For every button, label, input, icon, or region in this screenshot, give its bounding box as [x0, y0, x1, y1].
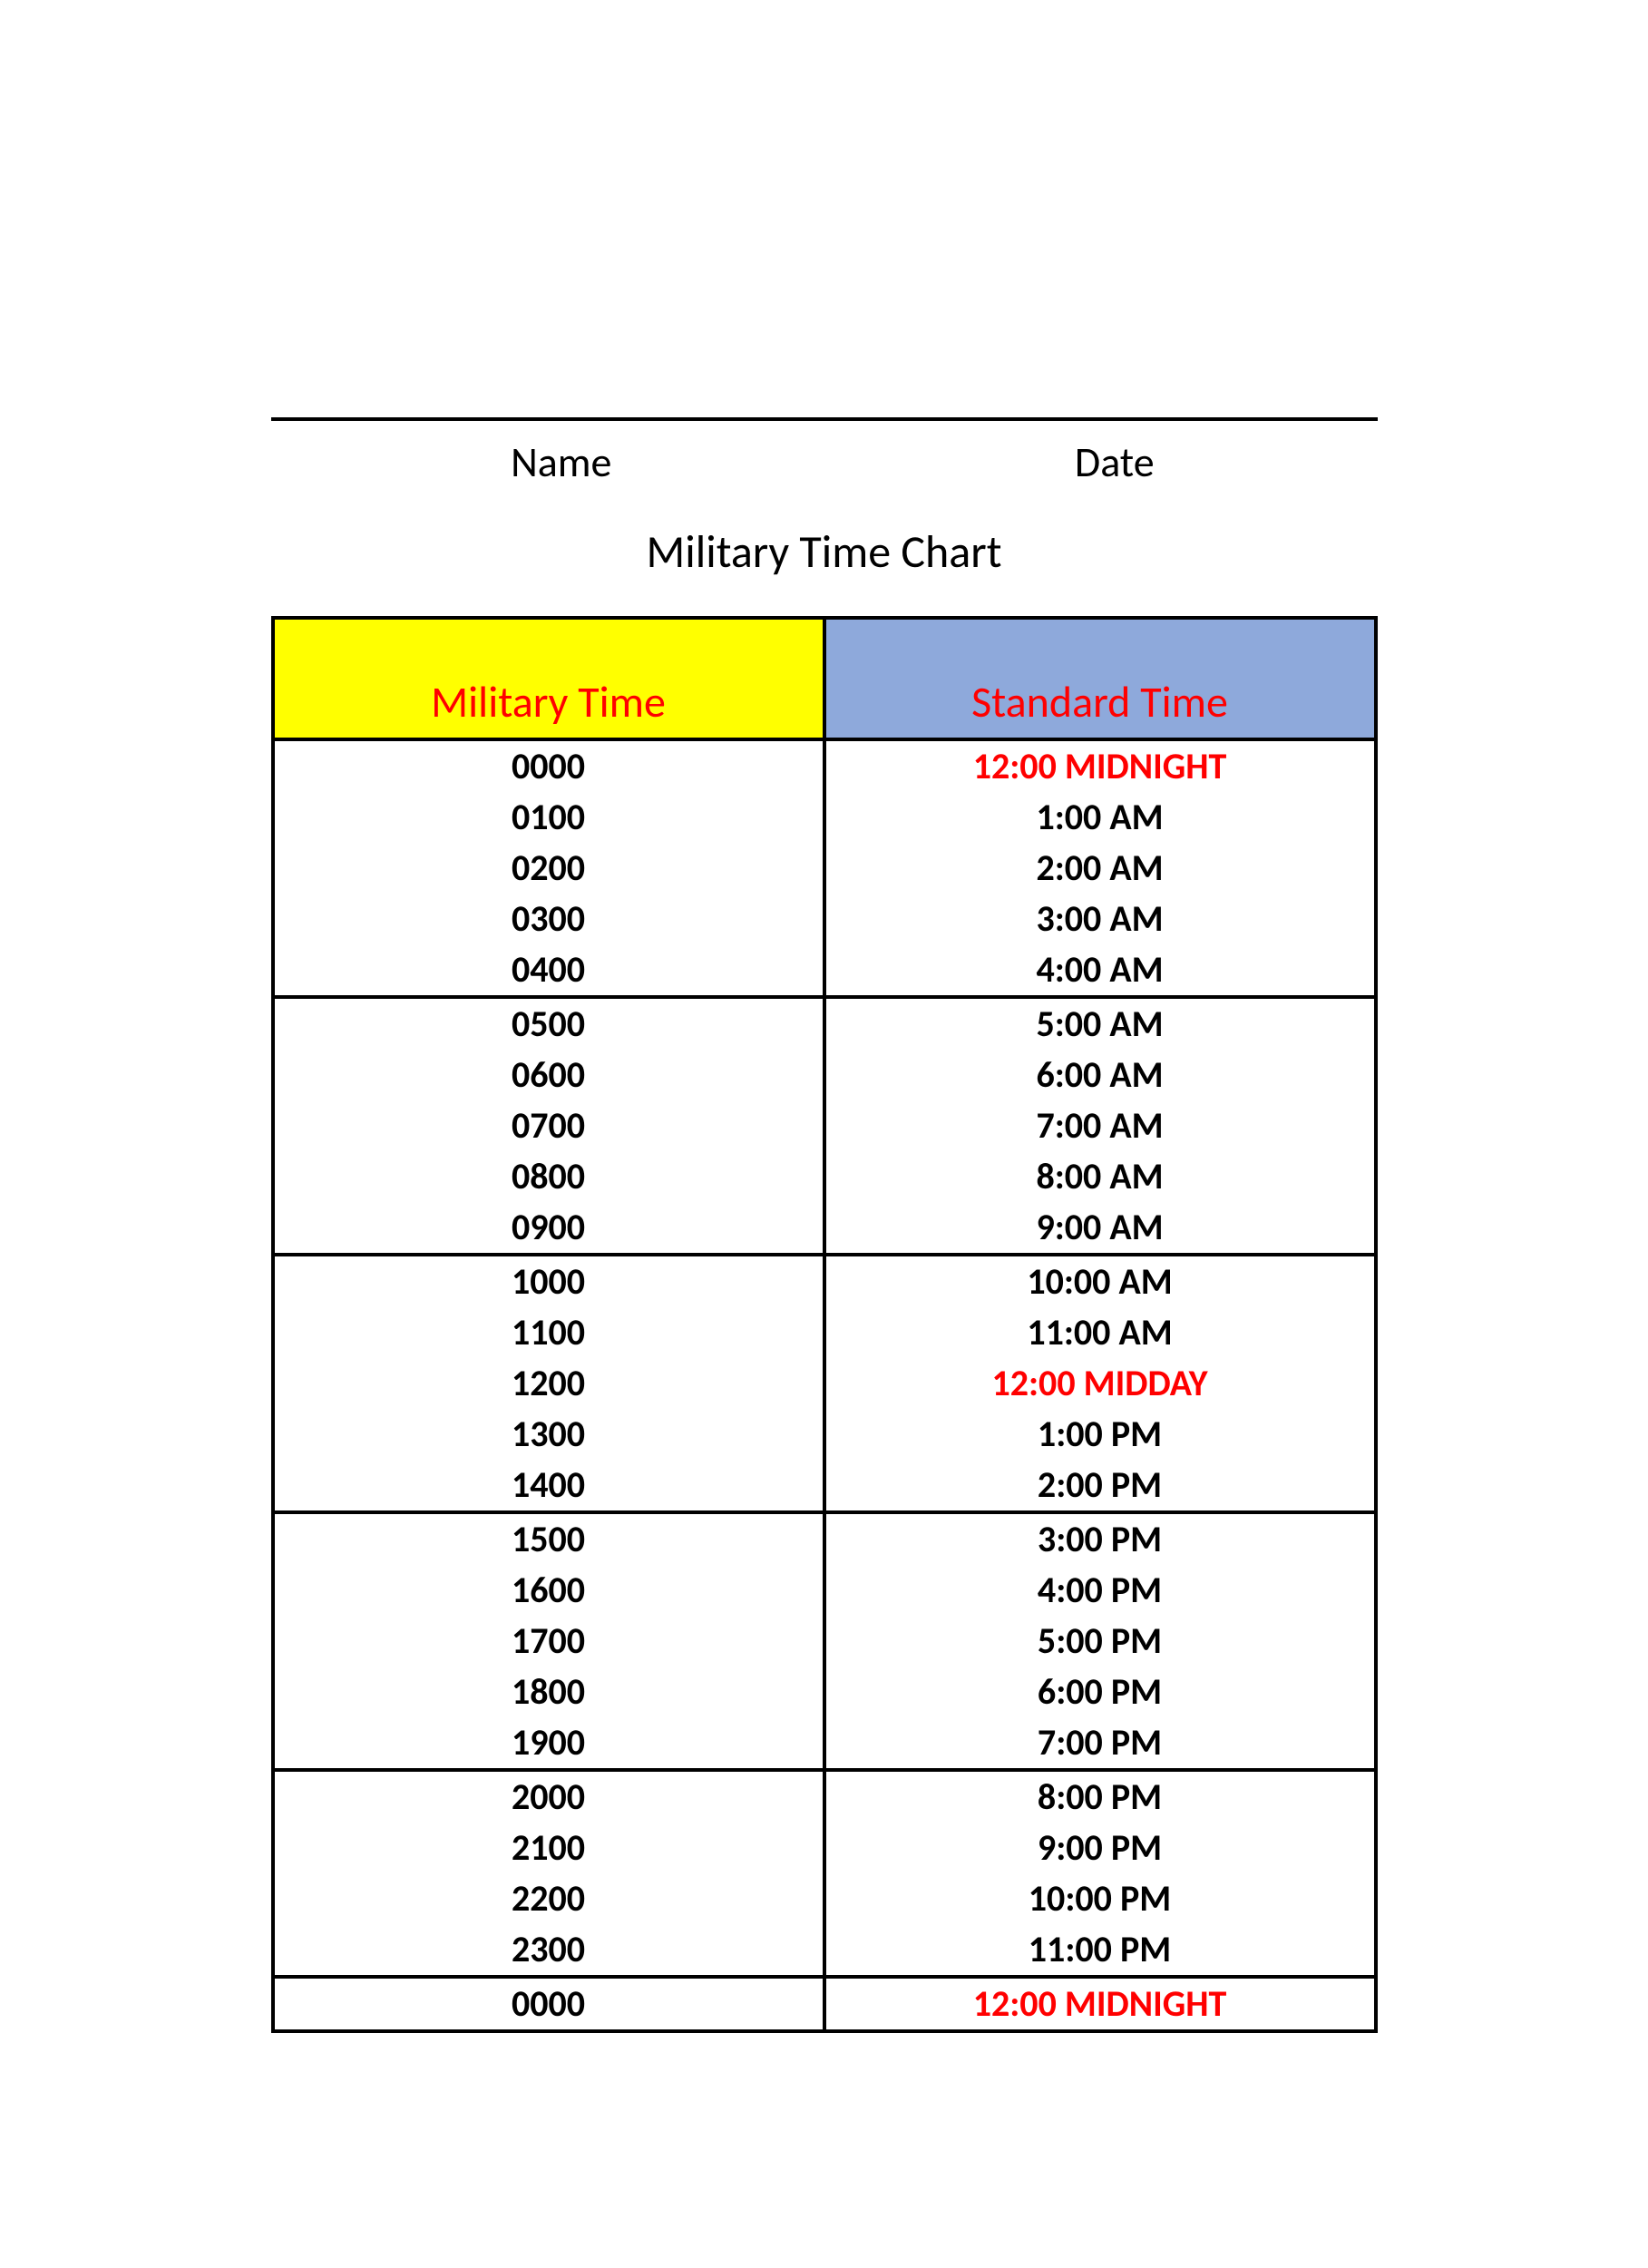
- table-row: 100010:00 AM: [273, 1255, 1376, 1307]
- cell-military-time: 2000: [273, 1770, 824, 1823]
- header-military-time: Military Time: [273, 618, 824, 739]
- page: Name Date Military Time Chart Military T…: [0, 0, 1648, 2268]
- cell-military-time: 0600: [273, 1050, 824, 1100]
- cell-military-time: 1600: [273, 1565, 824, 1616]
- table-row: 09009:00 AM: [273, 1202, 1376, 1255]
- cell-standard-time: 12:00 MIDDAY: [824, 1358, 1376, 1409]
- cell-military-time: 2100: [273, 1823, 824, 1873]
- table-row: 16004:00 PM: [273, 1565, 1376, 1616]
- cell-military-time: 1500: [273, 1512, 824, 1565]
- cell-standard-time: 1:00 PM: [824, 1409, 1376, 1460]
- table-row: 06006:00 AM: [273, 1050, 1376, 1100]
- cell-military-time: 0900: [273, 1202, 824, 1255]
- table-row: 14002:00 PM: [273, 1460, 1376, 1512]
- name-label: Name: [271, 437, 853, 488]
- table-row: 230011:00 PM: [273, 1924, 1376, 1977]
- cell-military-time: 0800: [273, 1151, 824, 1202]
- table-row: 05005:00 AM: [273, 997, 1376, 1050]
- cell-military-time: 0500: [273, 997, 824, 1050]
- cell-standard-time: 8:00 AM: [824, 1151, 1376, 1202]
- content-area: Name Date Military Time Chart Military T…: [271, 417, 1378, 2033]
- cell-military-time: 1800: [273, 1667, 824, 1717]
- cell-standard-time: 4:00 PM: [824, 1565, 1376, 1616]
- cell-military-time: 1900: [273, 1717, 824, 1770]
- cell-standard-time: 7:00 PM: [824, 1717, 1376, 1770]
- cell-military-time: 1100: [273, 1307, 824, 1358]
- cell-standard-time: 6:00 AM: [824, 1050, 1376, 1100]
- cell-military-time: 0000: [273, 739, 824, 792]
- cell-standard-time: 11:00 PM: [824, 1924, 1376, 1977]
- cell-military-time: 0300: [273, 894, 824, 944]
- table-row: 21009:00 PM: [273, 1823, 1376, 1873]
- table-body: 000012:00 MIDNIGHT01001:00 AM02002:00 AM…: [273, 739, 1376, 2031]
- cell-standard-time: 8:00 PM: [824, 1770, 1376, 1823]
- meta-row: Name Date: [271, 437, 1378, 488]
- page-title: Military Time Chart: [271, 524, 1378, 580]
- cell-standard-time: 11:00 AM: [824, 1307, 1376, 1358]
- cell-standard-time: 4:00 AM: [824, 944, 1376, 997]
- table-row: 120012:00 MIDDAY: [273, 1358, 1376, 1409]
- cell-military-time: 1200: [273, 1358, 824, 1409]
- cell-standard-time: 3:00 PM: [824, 1512, 1376, 1565]
- cell-standard-time: 2:00 PM: [824, 1460, 1376, 1512]
- cell-military-time: 0200: [273, 843, 824, 894]
- table-row: 13001:00 PM: [273, 1409, 1376, 1460]
- cell-standard-time: 5:00 AM: [824, 997, 1376, 1050]
- cell-standard-time: 10:00 PM: [824, 1873, 1376, 1924]
- table-row: 20008:00 PM: [273, 1770, 1376, 1823]
- cell-military-time: 1300: [273, 1409, 824, 1460]
- date-label: Date: [852, 437, 1378, 488]
- table-row: 000012:00 MIDNIGHT: [273, 739, 1376, 792]
- table-row: 07007:00 AM: [273, 1100, 1376, 1151]
- table-row: 15003:00 PM: [273, 1512, 1376, 1565]
- header-standard-time: Standard Time: [824, 618, 1376, 739]
- cell-standard-time: 10:00 AM: [824, 1255, 1376, 1307]
- table-row: 01001:00 AM: [273, 792, 1376, 843]
- cell-standard-time: 2:00 AM: [824, 843, 1376, 894]
- cell-standard-time: 12:00 MIDNIGHT: [824, 739, 1376, 792]
- cell-standard-time: 7:00 AM: [824, 1100, 1376, 1151]
- cell-standard-time: 1:00 AM: [824, 792, 1376, 843]
- cell-standard-time: 3:00 AM: [824, 894, 1376, 944]
- table-row: 04004:00 AM: [273, 944, 1376, 997]
- table-row: 000012:00 MIDNIGHT: [273, 1977, 1376, 2031]
- cell-military-time: 1400: [273, 1460, 824, 1512]
- time-chart-table: Military Time Standard Time 000012:00 MI…: [271, 616, 1378, 2033]
- cell-standard-time: 5:00 PM: [824, 1616, 1376, 1667]
- cell-military-time: 0100: [273, 792, 824, 843]
- table-row: 110011:00 AM: [273, 1307, 1376, 1358]
- table-row: 03003:00 AM: [273, 894, 1376, 944]
- cell-military-time: 2300: [273, 1924, 824, 1977]
- table-row: 02002:00 AM: [273, 843, 1376, 894]
- cell-standard-time: 6:00 PM: [824, 1667, 1376, 1717]
- cell-standard-time: 9:00 AM: [824, 1202, 1376, 1255]
- cell-military-time: 0000: [273, 1977, 824, 2031]
- table-row: 19007:00 PM: [273, 1717, 1376, 1770]
- table-row: 220010:00 PM: [273, 1873, 1376, 1924]
- top-rule: [271, 417, 1378, 421]
- cell-military-time: 0400: [273, 944, 824, 997]
- table-row: 08008:00 AM: [273, 1151, 1376, 1202]
- cell-military-time: 1700: [273, 1616, 824, 1667]
- cell-standard-time: 12:00 MIDNIGHT: [824, 1977, 1376, 2031]
- cell-military-time: 1000: [273, 1255, 824, 1307]
- cell-military-time: 2200: [273, 1873, 824, 1924]
- cell-standard-time: 9:00 PM: [824, 1823, 1376, 1873]
- cell-military-time: 0700: [273, 1100, 824, 1151]
- table-row: 18006:00 PM: [273, 1667, 1376, 1717]
- table-row: 17005:00 PM: [273, 1616, 1376, 1667]
- table-header-row: Military Time Standard Time: [273, 618, 1376, 739]
